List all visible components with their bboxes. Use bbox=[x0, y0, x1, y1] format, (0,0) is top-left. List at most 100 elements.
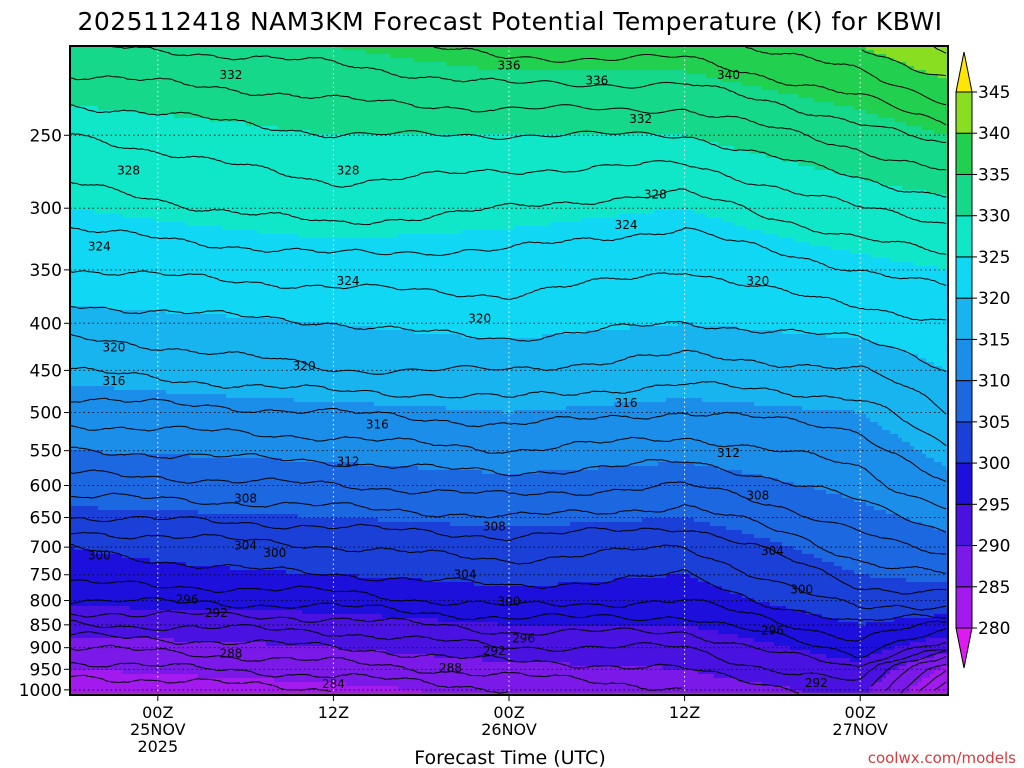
theta-cell bbox=[114, 542, 119, 547]
theta-cell bbox=[158, 630, 163, 635]
theta-cell bbox=[114, 154, 119, 159]
theta-cell bbox=[186, 526, 191, 531]
theta-cell bbox=[114, 498, 119, 503]
theta-cell bbox=[146, 290, 151, 295]
theta-cell bbox=[122, 462, 127, 467]
theta-cell bbox=[134, 550, 139, 555]
theta-cell bbox=[162, 642, 167, 647]
theta-cell bbox=[130, 578, 135, 583]
theta-cell bbox=[138, 150, 143, 155]
theta-cell bbox=[138, 622, 143, 627]
theta-cell bbox=[122, 250, 127, 255]
theta-cell bbox=[146, 690, 151, 695]
theta-cell bbox=[98, 46, 103, 51]
theta-cell bbox=[134, 378, 139, 383]
theta-cell bbox=[86, 218, 91, 223]
theta-cell bbox=[94, 46, 99, 51]
theta-cell bbox=[170, 538, 175, 543]
theta-cell bbox=[70, 150, 75, 155]
theta-cell bbox=[186, 450, 191, 455]
theta-cell bbox=[174, 422, 179, 427]
theta-cell bbox=[182, 170, 187, 175]
theta-cell bbox=[90, 678, 95, 683]
theta-cell bbox=[98, 334, 103, 339]
theta-cell bbox=[126, 298, 131, 303]
theta-cell bbox=[166, 246, 171, 251]
theta-cell bbox=[178, 114, 183, 119]
theta-cell bbox=[178, 190, 183, 195]
theta-cell bbox=[178, 102, 183, 107]
theta-cell bbox=[138, 430, 143, 435]
theta-cell bbox=[182, 326, 187, 331]
theta-cell bbox=[150, 586, 155, 591]
theta-cell bbox=[166, 634, 171, 639]
theta-cell bbox=[70, 78, 75, 83]
theta-cell bbox=[70, 614, 75, 619]
theta-cell bbox=[146, 118, 151, 123]
theta-cell bbox=[110, 454, 115, 459]
theta-cell bbox=[82, 678, 87, 683]
theta-cell bbox=[162, 66, 167, 71]
theta-cell bbox=[166, 342, 171, 347]
theta-cell bbox=[114, 86, 119, 91]
theta-cell bbox=[82, 602, 87, 607]
theta-cell bbox=[166, 638, 171, 643]
theta-cell bbox=[90, 362, 95, 367]
theta-cell bbox=[118, 114, 123, 119]
theta-cell bbox=[82, 46, 87, 51]
theta-cell bbox=[162, 222, 167, 227]
theta-cell bbox=[174, 534, 179, 539]
theta-cell bbox=[162, 142, 167, 147]
theta-cell bbox=[130, 262, 135, 267]
theta-cell bbox=[90, 446, 95, 451]
theta-cell bbox=[114, 178, 119, 183]
theta-cell bbox=[70, 462, 75, 467]
theta-cell bbox=[98, 150, 103, 155]
theta-cell bbox=[130, 646, 135, 651]
theta-cell bbox=[158, 238, 163, 243]
theta-cell bbox=[70, 518, 75, 523]
theta-cell bbox=[170, 374, 175, 379]
theta-cell bbox=[190, 86, 195, 91]
theta-cell bbox=[174, 514, 179, 519]
theta-cell bbox=[74, 74, 79, 79]
theta-cell bbox=[110, 378, 115, 383]
theta-cell bbox=[134, 66, 139, 71]
theta-cell bbox=[94, 434, 99, 439]
theta-cell bbox=[134, 590, 139, 595]
theta-cell bbox=[102, 646, 107, 651]
theta-cell bbox=[70, 510, 75, 515]
theta-cell bbox=[118, 98, 123, 103]
theta-cell bbox=[78, 134, 83, 139]
theta-cell bbox=[186, 458, 191, 463]
theta-cell bbox=[174, 266, 179, 271]
theta-cell bbox=[134, 326, 139, 331]
theta-cell bbox=[146, 122, 151, 127]
theta-cell bbox=[106, 178, 111, 183]
theta-cell bbox=[118, 194, 123, 199]
theta-cell bbox=[174, 46, 179, 51]
theta-cell bbox=[134, 74, 139, 79]
theta-cell bbox=[158, 286, 163, 291]
theta-cell bbox=[130, 318, 135, 323]
theta-cell bbox=[82, 390, 87, 395]
theta-cell bbox=[74, 250, 79, 255]
theta-cell bbox=[142, 374, 147, 379]
theta-cell bbox=[106, 522, 111, 527]
theta-cell bbox=[106, 690, 111, 695]
theta-cell bbox=[158, 430, 163, 435]
theta-cell bbox=[170, 422, 175, 427]
theta-cell bbox=[102, 122, 107, 127]
theta-cell bbox=[150, 638, 155, 643]
theta-cell bbox=[122, 118, 127, 123]
theta-cell bbox=[154, 270, 159, 275]
theta-cell bbox=[146, 382, 151, 387]
theta-cell bbox=[166, 286, 171, 291]
theta-cell bbox=[142, 110, 147, 115]
theta-cell bbox=[170, 530, 175, 535]
theta-cell bbox=[182, 58, 187, 63]
theta-cell bbox=[102, 662, 107, 667]
theta-cell bbox=[150, 626, 155, 631]
theta-cell bbox=[94, 514, 99, 519]
theta-cell bbox=[130, 58, 135, 63]
